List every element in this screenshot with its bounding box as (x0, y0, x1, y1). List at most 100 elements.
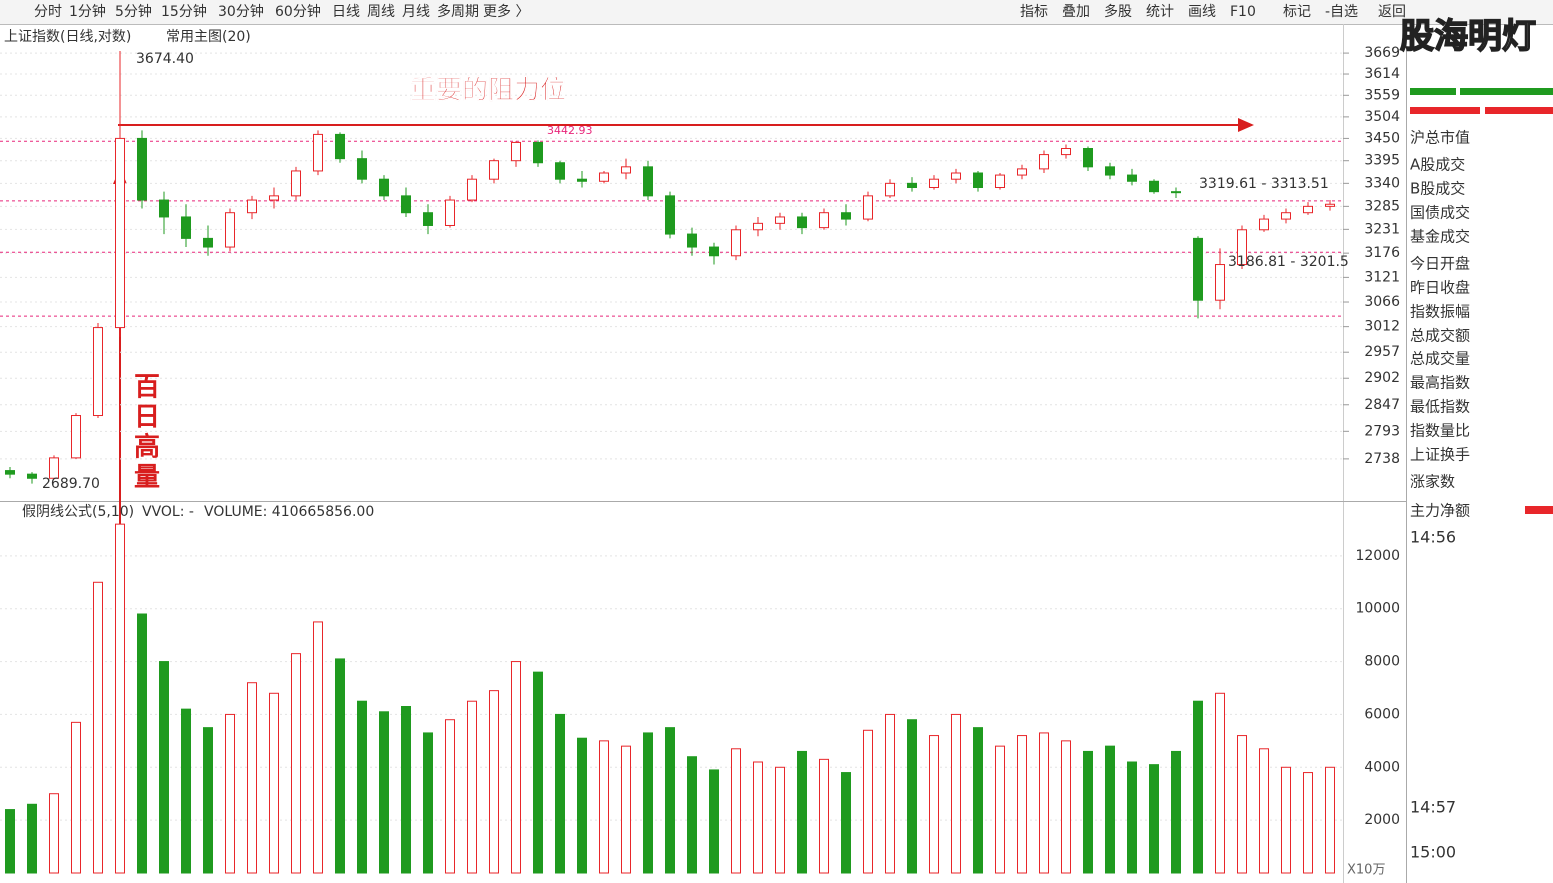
y-tick-label: 2000 (1364, 812, 1400, 828)
chart-subtitle: 常用主图(20) (166, 29, 251, 45)
candle-body (489, 160, 499, 180)
sidebar-item: 昨日收盘 (1410, 279, 1470, 297)
candle-body (753, 222, 763, 231)
volume-bar (687, 756, 697, 874)
toolbar-bg (0, 0, 1553, 24)
volume-bar (533, 671, 543, 874)
watermark: 股海明灯 (1400, 17, 1536, 57)
chart-title: 上证指数(日线,对数) (4, 29, 131, 45)
candle-body (709, 246, 719, 257)
y-tick-label: 2902 (1364, 370, 1400, 386)
volume-bar (775, 766, 785, 874)
toolbar-item[interactable]: 更多 〉 (483, 3, 529, 20)
toolbar-item[interactable]: 叠加 (1062, 4, 1090, 20)
volume-bar (709, 769, 719, 874)
candle-body (1083, 148, 1093, 168)
toolbar-item[interactable]: 统计 (1146, 4, 1174, 20)
candle-body (555, 162, 565, 180)
volume-bar (731, 748, 741, 874)
callout: 百 (134, 373, 160, 403)
volume-bar (995, 745, 1005, 874)
y-tick-label: 2738 (1364, 451, 1400, 467)
toolbar-item[interactable]: 周线 (367, 4, 395, 20)
candle-body (181, 216, 191, 239)
y-tick-label: 3504 (1364, 109, 1400, 125)
toolbar-item[interactable]: -自选 (1325, 4, 1358, 20)
volume-bar (5, 809, 15, 874)
callout: 日 (134, 403, 160, 433)
toolbar-item[interactable]: F10 (1230, 4, 1256, 20)
toolbar-item[interactable]: 多股 (1104, 3, 1132, 20)
candle-body (313, 133, 323, 172)
bar-red (1525, 506, 1553, 514)
y-tick-label: 3176 (1364, 245, 1400, 261)
toolbar-item[interactable]: 返回 (1378, 4, 1406, 20)
volume-bar (1017, 735, 1027, 874)
sidebar-item: 基金成交 (1410, 228, 1470, 246)
candle-body (379, 178, 389, 197)
volume-bar (863, 729, 873, 874)
y-tick-label: 3614 (1364, 66, 1400, 82)
candle-body (819, 212, 829, 229)
volume-bar (665, 727, 675, 874)
volume-bar (1303, 772, 1313, 874)
toolbar-item[interactable]: 日线 (332, 4, 360, 20)
toolbar-item[interactable]: 指标 (1020, 4, 1048, 20)
y-tick-label: 8000 (1364, 654, 1400, 670)
volume-bar (1039, 732, 1049, 874)
annotation: 3186.81 - 3201.5 (1228, 254, 1349, 270)
toolbar-item[interactable]: 60分钟 (275, 3, 321, 20)
y-tick-label: 2847 (1364, 397, 1400, 413)
candle-body (5, 470, 15, 475)
candle-body (49, 457, 59, 479)
toolbar-item[interactable]: 月线 (402, 4, 430, 20)
sidebar-item: B股成交 (1410, 180, 1465, 198)
volume-bar (159, 661, 169, 874)
volume-title: 假阴线公式(5,10) (22, 504, 134, 520)
volume-bar (203, 727, 213, 874)
bar-red (1485, 107, 1553, 114)
candle-body (511, 141, 521, 162)
annotation: 3674.40 (136, 51, 194, 67)
volume-bar (313, 621, 323, 874)
candle-body (159, 199, 169, 218)
candle-body (1303, 205, 1313, 214)
volume-bar (335, 658, 345, 874)
toolbar-item[interactable]: 多周期 (437, 3, 479, 20)
candle-body (1281, 212, 1291, 220)
volume-bar (93, 581, 103, 874)
candle-body (247, 199, 257, 214)
volume-bar (181, 708, 191, 874)
annotation: 3442.93 (547, 124, 593, 137)
volume-bar (379, 711, 389, 874)
candle-body (885, 182, 895, 197)
candle-body (1171, 191, 1181, 194)
sidebar-item: 上证换手 (1410, 446, 1470, 464)
candle-body (533, 141, 543, 164)
toolbar-item[interactable]: 1分钟 (69, 3, 106, 20)
sidebar-item: 沪总市值 (1410, 129, 1470, 147)
candle-body (1127, 174, 1137, 182)
volume-bar (577, 737, 587, 874)
volume-bar (1127, 761, 1137, 874)
sidebar-item: 总成交量 (1410, 350, 1470, 368)
candle-body (797, 216, 807, 229)
toolbar-item[interactable]: 30分钟 (218, 3, 264, 20)
candle-body (1149, 180, 1159, 193)
candle-body (27, 473, 37, 479)
candle-body (643, 166, 653, 197)
volume-bar (401, 706, 411, 874)
toolbar-item[interactable]: 标记 (1283, 4, 1311, 20)
toolbar-item[interactable]: 画线 (1188, 4, 1216, 20)
toolbar-item[interactable]: 5分钟 (115, 3, 152, 20)
candle-body (973, 172, 983, 188)
volume-bar (555, 713, 565, 874)
volume-bar (1171, 750, 1181, 874)
toolbar-item[interactable]: 15分钟 (161, 3, 207, 20)
arrow-head (1238, 118, 1254, 132)
volume-bar (1325, 766, 1335, 874)
volume-label: VOLUME: 410665856.00 (204, 504, 374, 520)
volume-bar (643, 732, 653, 874)
toolbar-item[interactable]: 分时 (34, 4, 62, 20)
volume-bar (929, 735, 939, 874)
